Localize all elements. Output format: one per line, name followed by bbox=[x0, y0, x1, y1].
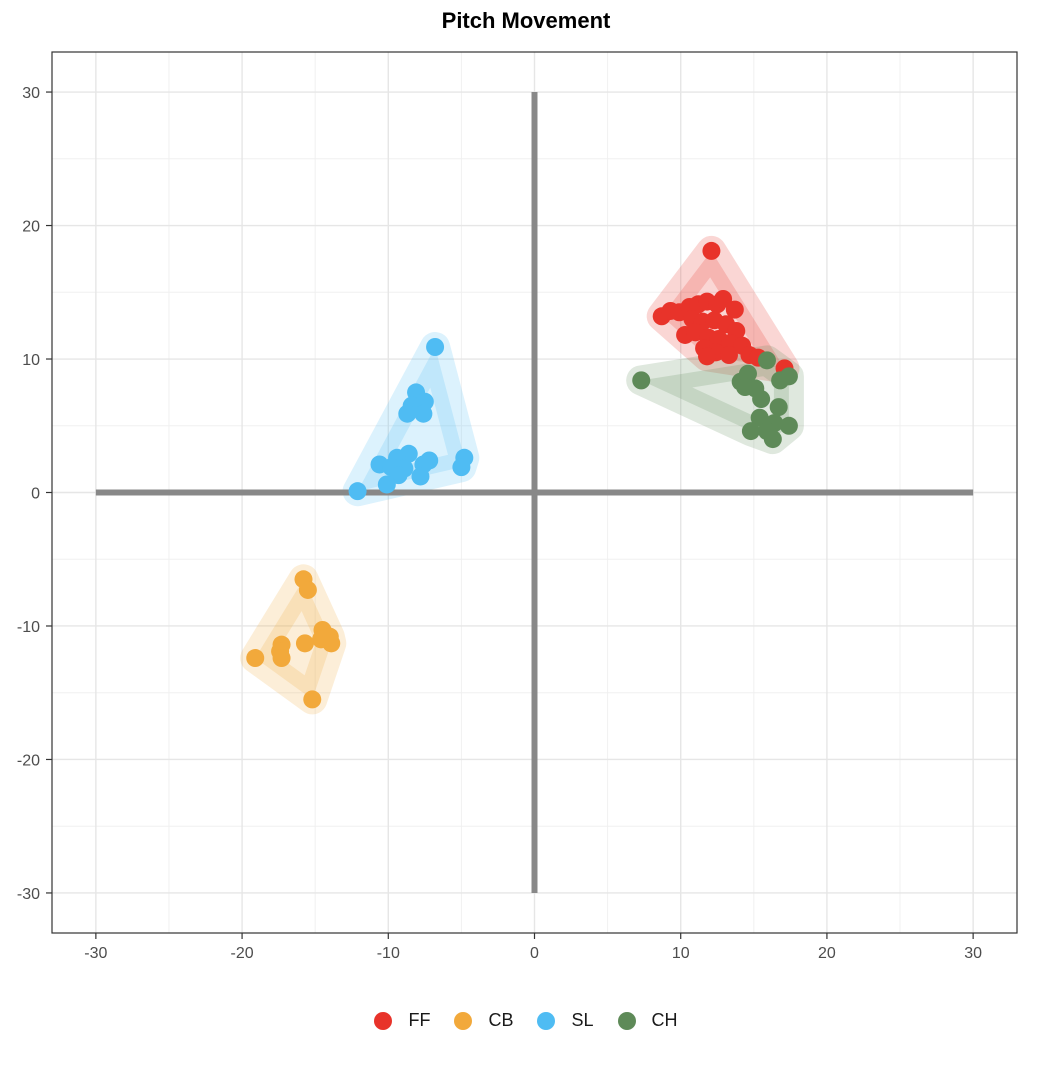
legend-label: CH bbox=[651, 1010, 678, 1030]
point-ff bbox=[725, 300, 744, 319]
point-ch bbox=[763, 430, 782, 449]
legend-item-cb: CB bbox=[454, 1010, 513, 1031]
x-tick-label: -20 bbox=[231, 945, 254, 962]
reference-lines bbox=[95, 92, 974, 893]
y-tick-label: 30 bbox=[22, 85, 40, 102]
point-cb bbox=[312, 630, 331, 649]
y-tick-label: 20 bbox=[22, 219, 40, 236]
x-tick-label: -10 bbox=[377, 945, 400, 962]
point-cb bbox=[246, 649, 265, 668]
legend: FF CB SL CH bbox=[0, 1010, 1052, 1031]
y-tick-label: -20 bbox=[17, 752, 40, 769]
point-sl bbox=[398, 404, 417, 423]
legend-item-ff: FF bbox=[374, 1010, 430, 1031]
x-axis-tick-labels: -30 -20 -10 0 10 20 30 bbox=[84, 945, 982, 962]
legend-label: SL bbox=[571, 1010, 594, 1030]
point-sl bbox=[411, 467, 430, 486]
data-points bbox=[246, 241, 798, 709]
x-tick-label: 10 bbox=[672, 945, 690, 962]
point-ch bbox=[750, 408, 769, 427]
point-ch bbox=[757, 351, 776, 370]
point-cb bbox=[272, 649, 291, 668]
point-ff bbox=[714, 289, 733, 308]
point-ch bbox=[632, 371, 651, 390]
legend-label: FF bbox=[408, 1010, 431, 1030]
y-tick-label: -30 bbox=[17, 886, 40, 903]
legend-key-dot bbox=[537, 1011, 556, 1030]
legend-label: CB bbox=[488, 1010, 514, 1030]
point-cb bbox=[298, 580, 317, 599]
point-sl bbox=[377, 475, 396, 494]
point-sl bbox=[452, 458, 471, 477]
y-tick-label: 10 bbox=[22, 352, 40, 369]
scatter-plot: -30 -20 -10 0 10 20 30 30 20 10 0 -10 -20 -30 bbox=[17, 51, 1018, 962]
y-axis-tick-labels: 30 20 10 0 -10 -20 -30 bbox=[17, 85, 40, 903]
x-tick-label: -30 bbox=[84, 945, 107, 962]
legend-item-ch: CH bbox=[617, 1010, 678, 1031]
legend-key-dot bbox=[454, 1011, 473, 1030]
x-tick-label: 20 bbox=[818, 945, 836, 962]
point-sl bbox=[348, 482, 367, 501]
point-ff bbox=[698, 347, 717, 366]
point-ch bbox=[769, 398, 788, 417]
x-tick-label: 0 bbox=[530, 945, 539, 962]
y-tick-label: -10 bbox=[17, 619, 40, 636]
point-sl bbox=[426, 338, 445, 357]
point-ch bbox=[752, 390, 771, 409]
point-ch bbox=[741, 422, 760, 441]
point-sl bbox=[414, 404, 433, 423]
chart-title: Pitch Movement bbox=[441, 8, 611, 33]
point-cb bbox=[303, 690, 322, 709]
x-tick-label: 30 bbox=[964, 945, 982, 962]
point-ff bbox=[719, 346, 738, 365]
y-tick-label: 0 bbox=[31, 486, 40, 503]
point-ch bbox=[779, 367, 798, 386]
point-cb bbox=[295, 634, 314, 653]
legend-key-dot bbox=[374, 1011, 393, 1030]
point-ch bbox=[779, 416, 798, 435]
legend-key-dot bbox=[617, 1011, 636, 1030]
point-ff bbox=[702, 241, 721, 260]
legend-item-sl: SL bbox=[537, 1010, 594, 1031]
axis-ticks bbox=[46, 91, 974, 939]
